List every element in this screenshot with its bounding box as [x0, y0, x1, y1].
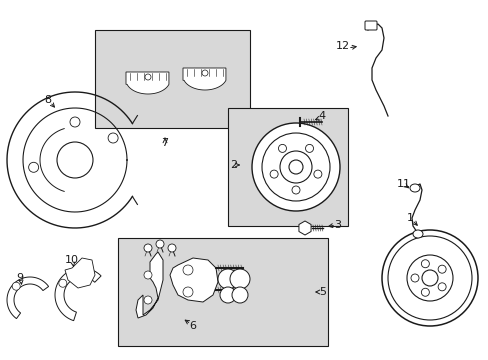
Ellipse shape [421, 288, 428, 296]
Ellipse shape [143, 244, 152, 252]
Polygon shape [136, 252, 163, 318]
Ellipse shape [202, 70, 207, 76]
Ellipse shape [231, 287, 247, 303]
Ellipse shape [59, 279, 67, 287]
Ellipse shape [421, 270, 437, 286]
Polygon shape [298, 221, 310, 235]
Text: 8: 8 [44, 95, 51, 105]
Text: 4: 4 [318, 111, 325, 121]
Ellipse shape [288, 160, 303, 174]
Polygon shape [55, 268, 101, 321]
Text: 6: 6 [189, 321, 196, 331]
Ellipse shape [269, 170, 278, 178]
Ellipse shape [220, 287, 236, 303]
Ellipse shape [29, 162, 39, 172]
Ellipse shape [218, 269, 238, 289]
Ellipse shape [229, 269, 249, 289]
Ellipse shape [108, 133, 118, 143]
FancyBboxPatch shape [118, 238, 327, 346]
Ellipse shape [305, 144, 313, 152]
Ellipse shape [437, 283, 445, 291]
Ellipse shape [12, 282, 20, 290]
Ellipse shape [280, 151, 311, 183]
Text: 1: 1 [406, 213, 413, 223]
Polygon shape [170, 258, 218, 302]
Text: 10: 10 [65, 255, 79, 265]
Ellipse shape [143, 296, 152, 304]
Ellipse shape [409, 184, 419, 192]
Polygon shape [65, 258, 95, 288]
Text: 7: 7 [161, 138, 168, 148]
Text: 3: 3 [334, 220, 341, 230]
Ellipse shape [406, 255, 452, 301]
Polygon shape [126, 72, 168, 94]
FancyBboxPatch shape [95, 30, 249, 128]
Ellipse shape [57, 142, 93, 178]
Ellipse shape [251, 123, 339, 211]
Ellipse shape [421, 260, 428, 268]
Text: 11: 11 [396, 179, 410, 189]
Ellipse shape [183, 287, 193, 297]
Ellipse shape [168, 244, 176, 252]
Ellipse shape [70, 117, 80, 127]
Ellipse shape [143, 271, 152, 279]
Ellipse shape [410, 274, 418, 282]
Ellipse shape [437, 265, 445, 273]
Ellipse shape [313, 170, 321, 178]
Ellipse shape [145, 74, 151, 80]
Polygon shape [183, 68, 225, 90]
Text: 5: 5 [319, 287, 326, 297]
Ellipse shape [381, 230, 477, 326]
Ellipse shape [156, 240, 163, 248]
Text: 12: 12 [335, 41, 349, 51]
Ellipse shape [278, 144, 286, 152]
Ellipse shape [412, 230, 422, 238]
Ellipse shape [183, 265, 193, 275]
Text: 2: 2 [230, 160, 237, 170]
FancyBboxPatch shape [364, 21, 376, 30]
Polygon shape [7, 277, 48, 319]
FancyBboxPatch shape [227, 108, 347, 226]
Ellipse shape [291, 186, 299, 194]
Text: 9: 9 [17, 273, 23, 283]
